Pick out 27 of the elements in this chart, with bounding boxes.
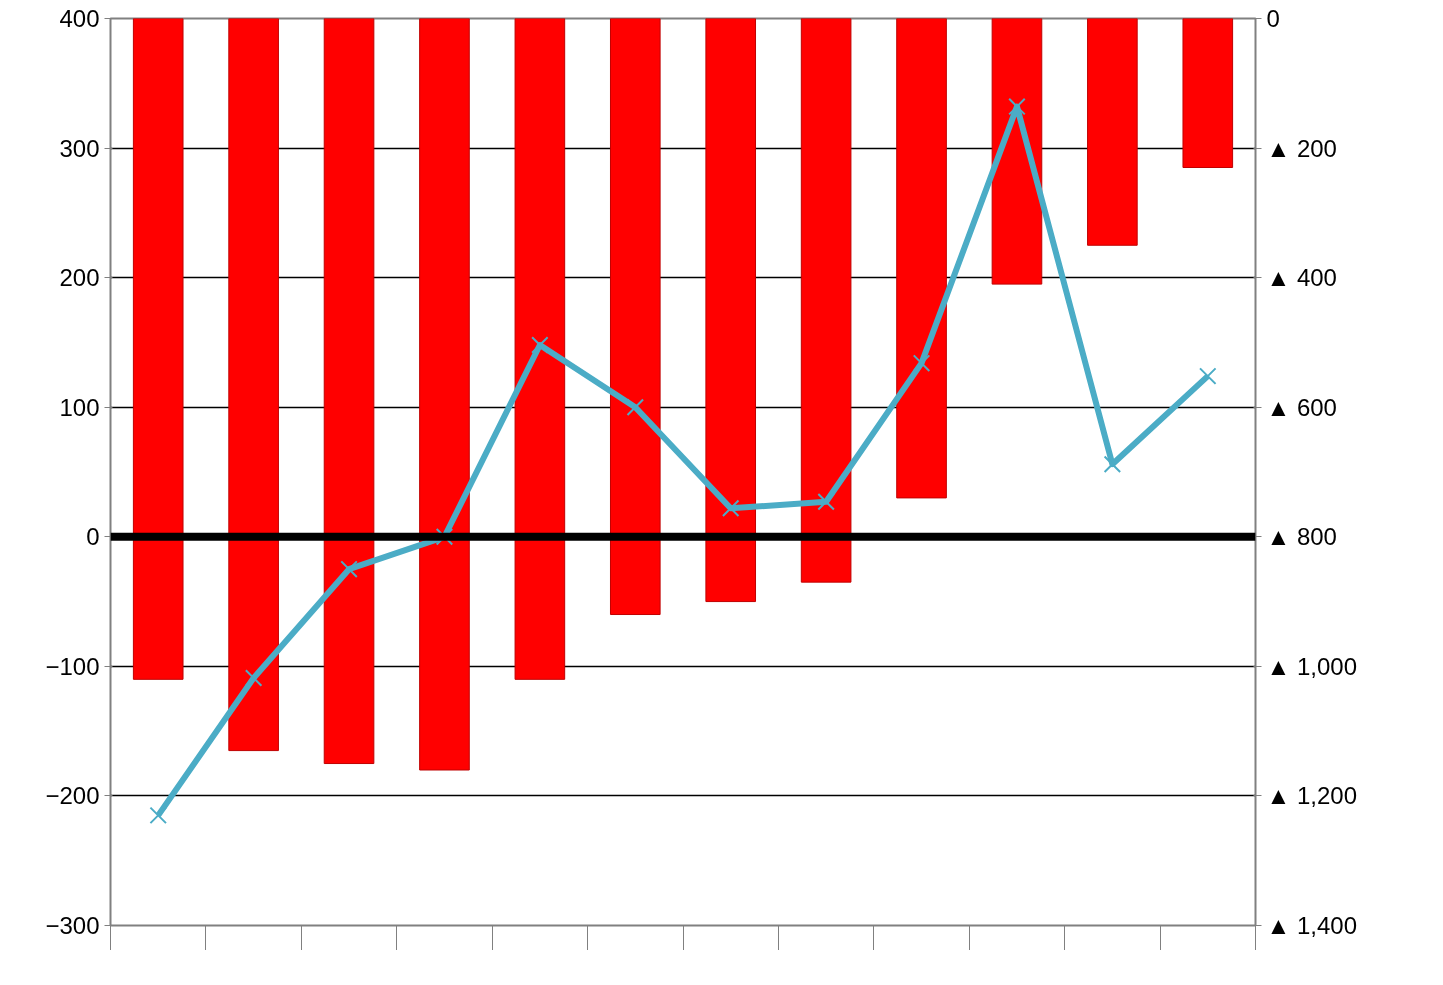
point xyxy=(149,806,167,825)
y-tick-label: 300 xyxy=(59,134,100,162)
point xyxy=(1199,367,1217,385)
point xyxy=(1103,455,1122,473)
y2-tick-label: ▲ 200 xyxy=(1266,134,1337,162)
y-tick-label: −100 xyxy=(45,652,100,680)
y2-tick-label: 0 xyxy=(1266,5,1280,32)
y2-tick-label: ▲ 600 xyxy=(1266,393,1337,421)
y2-tick-label: ▲ 1,000 xyxy=(1266,652,1357,680)
point xyxy=(721,499,740,518)
y-tick-label: −200 xyxy=(45,782,100,810)
y2-tick-label: ▲ 400 xyxy=(1266,264,1337,292)
point xyxy=(340,560,358,578)
y-tick-label: 0 xyxy=(86,523,100,551)
y2-tick-label: ▲ 1,200 xyxy=(1266,782,1357,810)
point xyxy=(626,398,645,416)
y-tick-label: 100 xyxy=(59,393,100,421)
point xyxy=(244,669,263,687)
point xyxy=(912,354,931,372)
y2-tick-label: ▲ 1,400 xyxy=(1266,912,1357,939)
point xyxy=(817,493,835,511)
point xyxy=(531,336,549,354)
y2-tick-label: ▲ 800 xyxy=(1266,523,1337,551)
y-tick-label: −300 xyxy=(45,912,100,939)
y-tick-label: 200 xyxy=(59,264,100,292)
point xyxy=(1008,97,1026,116)
y-tick-label: 400 xyxy=(59,5,100,32)
